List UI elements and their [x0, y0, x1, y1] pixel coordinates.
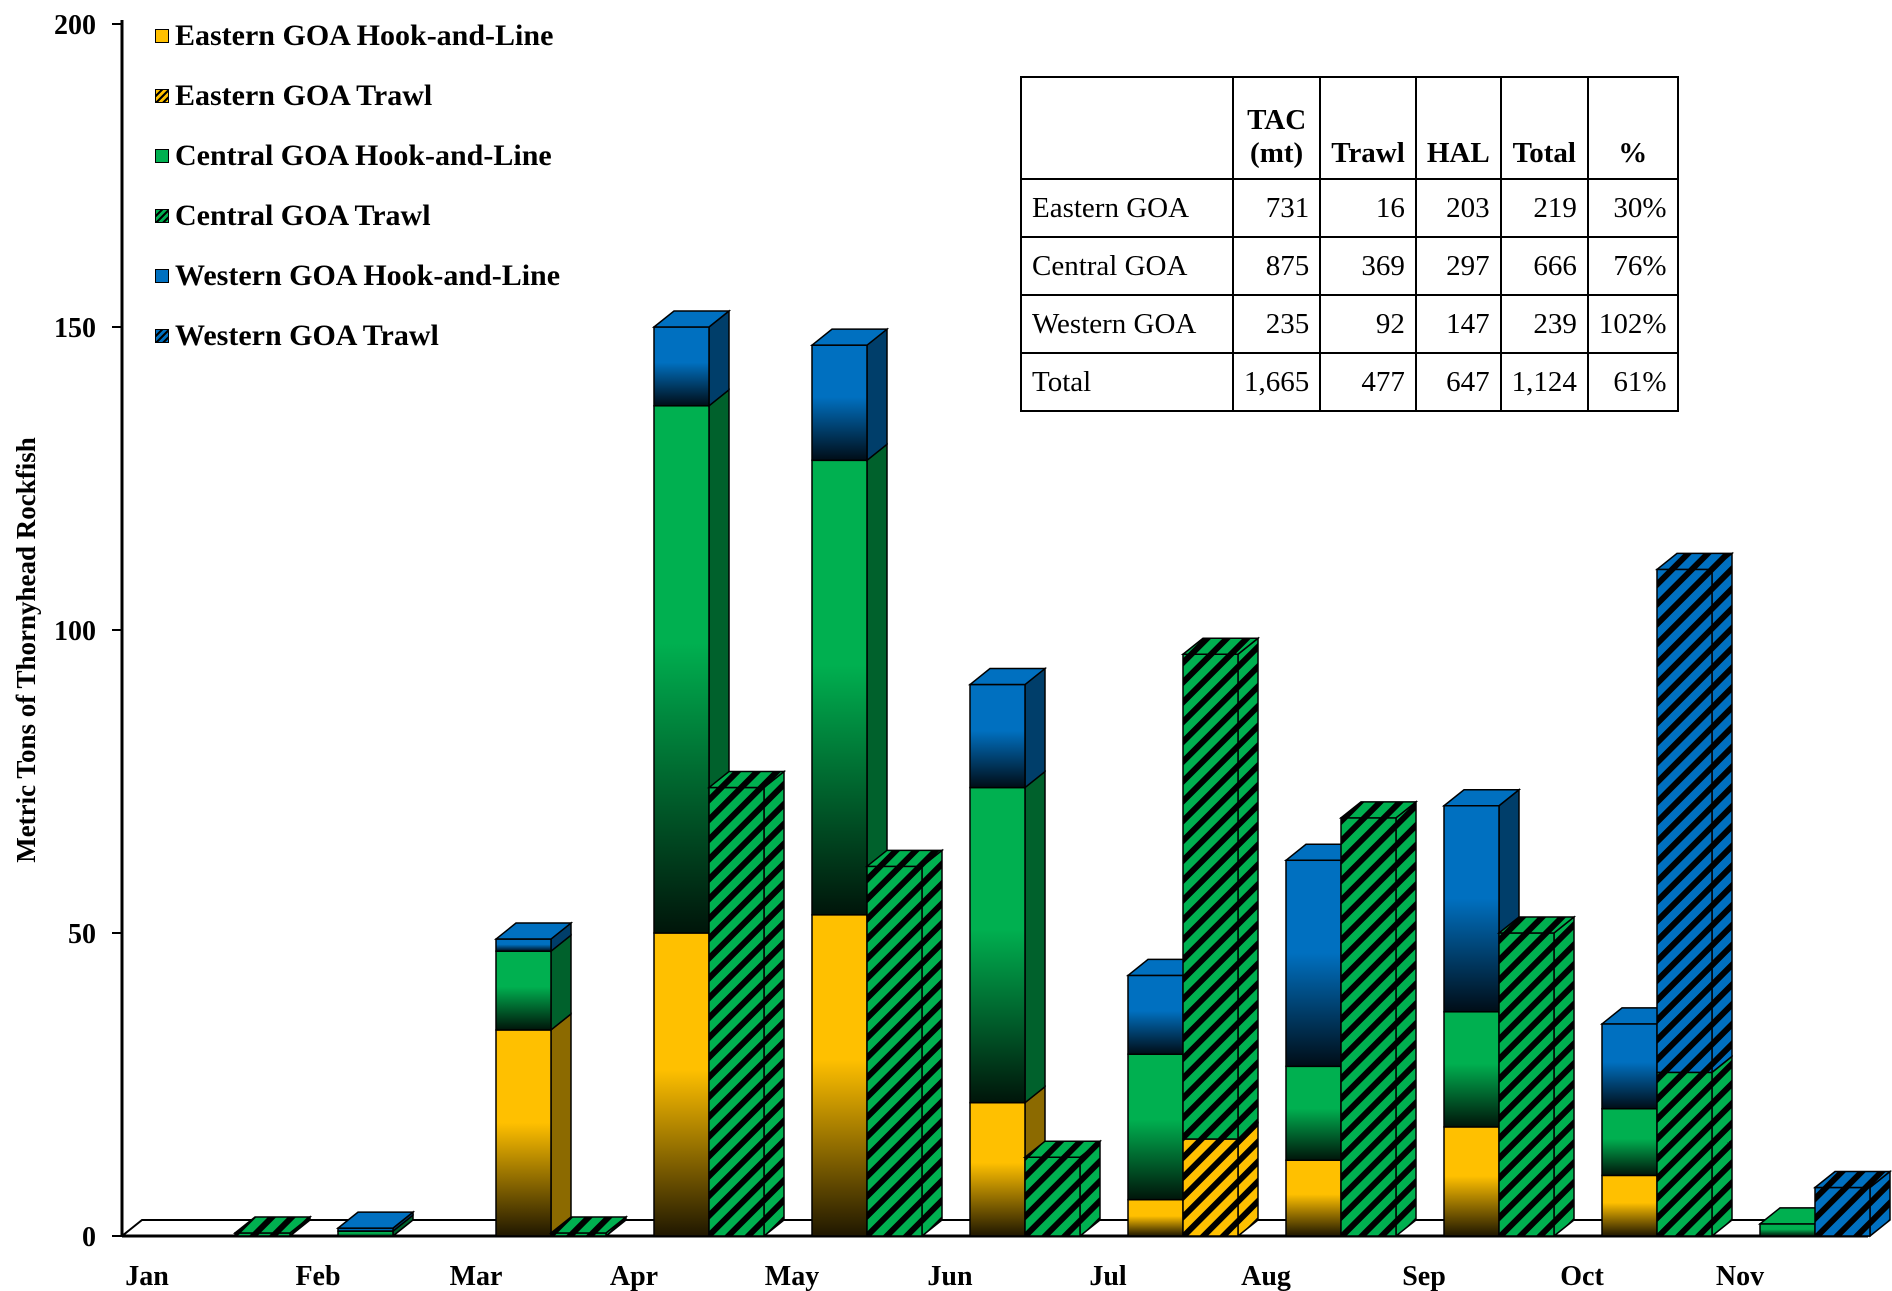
table-header-cell: %	[1586, 76, 1679, 180]
table-row: Central GOA 875 369 297 666 76%	[1020, 236, 1679, 296]
summary-table: TAC (mt) Trawl HAL Total% Eastern GOA 731 16 203…	[1020, 76, 1679, 412]
table-cell: 235	[1231, 294, 1322, 354]
table-header-cell: Total	[1499, 76, 1589, 180]
legend-label: Western GOA Hook-and-Line	[175, 259, 561, 292]
table-cell: 76%	[1586, 236, 1679, 296]
bar-segment	[1812, 1169, 1892, 1238]
y-tick-label: 50	[68, 919, 96, 950]
table-header-cell: Trawl	[1319, 76, 1417, 180]
table-cell: 16	[1319, 178, 1417, 238]
bar-segment	[864, 848, 945, 1238]
bar-segment	[1656, 1054, 1733, 1238]
table-row: Eastern GOA 731 16 203 219 30%	[1020, 178, 1679, 238]
bar-segment	[969, 769, 1046, 1105]
legend-label: Eastern GOA Trawl	[175, 79, 433, 112]
bar-segment	[495, 1012, 572, 1238]
table-cell: 666	[1499, 236, 1589, 296]
y-tick-label: 200	[54, 10, 96, 41]
table-cell: Central GOA	[1020, 236, 1234, 296]
bar-segment	[967, 666, 1048, 790]
bar-segment	[548, 1215, 629, 1238]
table-row: Western GOA 235 92 147 239 102%	[1020, 294, 1679, 354]
table-cell: 147	[1414, 294, 1502, 354]
table-cell: 875	[1231, 236, 1322, 296]
table-header-cell: TAC (mt)	[1231, 76, 1322, 180]
x-tick-label: Jul	[1089, 1261, 1127, 1291]
legend-label: Central GOA Trawl	[175, 199, 431, 232]
x-tick-label: Jun	[927, 1261, 973, 1291]
table-cell: 369	[1319, 236, 1417, 296]
bar-segment	[1338, 800, 1419, 1238]
x-tick-label: Mar	[450, 1261, 503, 1291]
table-cell: 1,665	[1231, 352, 1322, 412]
table-cell: 297	[1414, 236, 1502, 296]
table-cell: 203	[1414, 178, 1502, 238]
table-cell: 61%	[1586, 352, 1679, 412]
table-cell: 1,124	[1499, 352, 1589, 412]
x-tick-label: Nov	[1716, 1261, 1764, 1291]
legend: Eastern GOA Hook-and-Line Eastern GOA Tra…	[155, 6, 560, 366]
table-cell: 92	[1319, 294, 1417, 354]
bar-segment	[335, 1210, 416, 1233]
table-cell: 731	[1231, 178, 1322, 238]
bar-segment	[1180, 636, 1261, 1141]
legend-swatch	[155, 209, 169, 223]
legend-label: Eastern GOA Hook-and-Line	[175, 19, 554, 52]
y-tick-label: 0	[82, 1222, 96, 1253]
bar-segment	[1654, 551, 1735, 1074]
x-tick-label: Oct	[1560, 1261, 1604, 1291]
x-tick-label: Feb	[295, 1261, 340, 1291]
legend-swatch	[155, 29, 169, 43]
x-tick-label: Aug	[1241, 1261, 1291, 1291]
legend-swatch	[155, 329, 169, 343]
legend-item: Central GOA Hook-and-Line	[155, 126, 560, 186]
table-cell: 647	[1414, 352, 1502, 412]
x-tick-label: Sep	[1402, 1261, 1446, 1291]
legend-swatch	[155, 89, 169, 103]
bar-segment	[1182, 1121, 1259, 1238]
legend-item: Central GOA Trawl	[155, 186, 560, 246]
legend-swatch	[155, 269, 169, 283]
legend-label: Western GOA Trawl	[175, 319, 439, 352]
y-axis-label: Metric Tons of Thornyhead Rockfish	[11, 437, 41, 863]
table-header-cell	[1020, 76, 1234, 180]
x-tick-label: Jan	[125, 1261, 169, 1291]
bar-segment	[809, 327, 890, 462]
table-cell: Total	[1020, 352, 1234, 412]
bars	[232, 309, 1892, 1238]
table-cell: 219	[1499, 178, 1589, 238]
table-header-cell: HAL	[1414, 76, 1502, 180]
table-cell: 30%	[1586, 178, 1679, 238]
x-tick-label: Apr	[610, 1261, 658, 1291]
bar-segment	[651, 309, 732, 408]
table-cell: 477	[1319, 352, 1417, 412]
legend-item: Eastern GOA Trawl	[155, 66, 560, 126]
y-tick-label: 150	[54, 313, 96, 344]
bar-segment	[811, 442, 888, 917]
legend-item: Western GOA Hook-and-Line	[155, 246, 560, 306]
table-cell: 239	[1499, 294, 1589, 354]
legend-label: Central GOA Hook-and-Line	[175, 139, 552, 172]
bar-segment	[493, 921, 574, 953]
x-tick-label: May	[765, 1261, 819, 1291]
bar-segment	[495, 933, 572, 1032]
legend-item: Western GOA Trawl	[155, 306, 560, 366]
bar-segment	[1496, 915, 1577, 1238]
table-cell: Western GOA	[1020, 294, 1234, 354]
y-tick-label: 100	[54, 616, 96, 647]
table-cell: 102%	[1586, 294, 1679, 354]
legend-item: Eastern GOA Hook-and-Line	[155, 6, 560, 66]
bar-segment	[706, 769, 787, 1238]
bar-segment	[232, 1215, 313, 1238]
table-cell: Eastern GOA	[1020, 178, 1234, 238]
bar-segment	[1022, 1139, 1103, 1238]
legend-swatch	[155, 149, 169, 163]
table-row: Total 1,665 477 647 1,124 61%	[1020, 352, 1679, 412]
